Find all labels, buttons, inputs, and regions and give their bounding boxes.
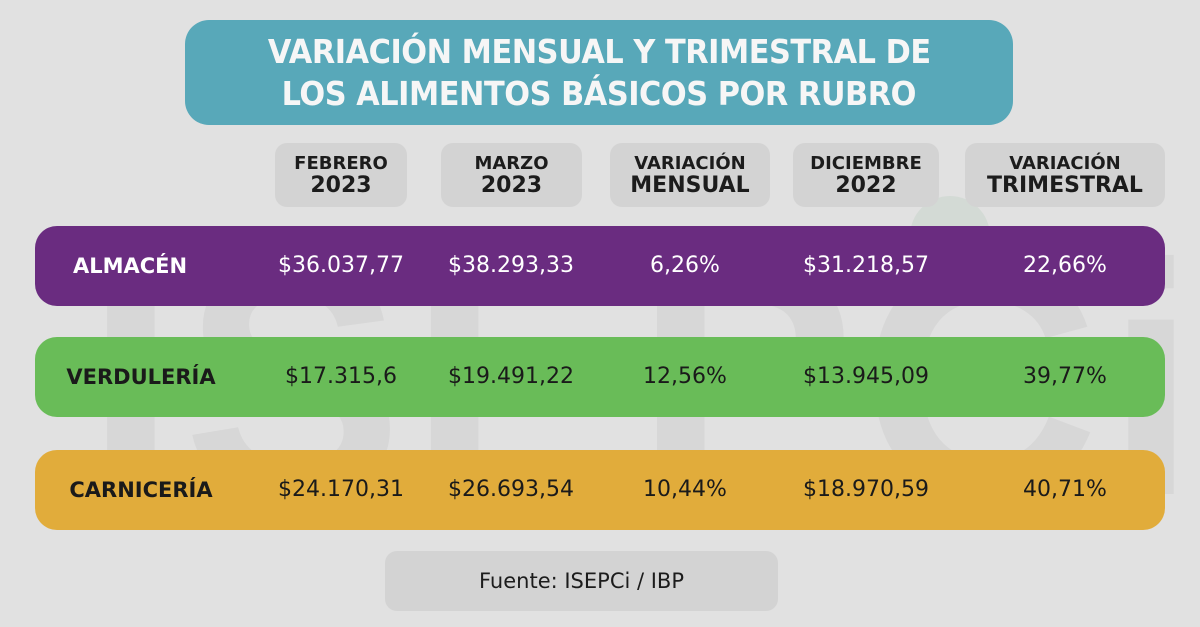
source-footnote: Fuente: ISEPCi / IBP <box>385 551 778 611</box>
column-header-line1: VARIACIÓN <box>634 152 746 174</box>
cell-variacion-trimestral: 40,71% <box>1023 477 1107 502</box>
column-header-febrero-2023: FEBRERO 2023 <box>275 143 407 207</box>
column-header-variacion-mensual: VARIACIÓN MENSUAL <box>610 143 770 207</box>
title-banner: VARIACIÓN MENSUAL Y TRIMESTRAL DE LOS AL… <box>185 20 1013 125</box>
row-label: VERDULERÍA <box>66 365 216 389</box>
column-header-marzo-2023: MARZO 2023 <box>441 143 582 207</box>
cell-marzo-2023: $38.293,33 <box>448 253 574 278</box>
cell-febrero-2023: $17.315,6 <box>285 364 397 389</box>
cell-febrero-2023: $36.037,77 <box>278 253 404 278</box>
column-header-variacion-trimestral: VARIACIÓN TRIMESTRAL <box>965 143 1165 207</box>
column-header-line2: MENSUAL <box>630 172 750 198</box>
column-header-line1: FEBRERO <box>294 152 388 174</box>
cell-diciembre-2022: $31.218,57 <box>803 253 929 278</box>
column-header-line2: 2023 <box>310 172 372 198</box>
cell-febrero-2023: $24.170,31 <box>278 477 404 502</box>
cell-variacion-mensual: 6,26% <box>650 253 720 278</box>
column-header-line1: MARZO <box>474 152 549 174</box>
column-header-line2: 2023 <box>480 172 543 198</box>
column-header-diciembre-2022: DICIEMBRE 2022 <box>793 143 939 207</box>
column-header-line2: TRIMESTRAL <box>987 172 1143 198</box>
column-header-line2: 2022 <box>835 172 897 198</box>
column-header-line1: VARIACIÓN <box>1009 152 1121 174</box>
row-label: ALMACÉN <box>72 254 188 278</box>
table-row-verduleria: VERDULERÍA $17.315,6 $19.491,22 12,56% $… <box>35 337 1165 417</box>
column-header-line1: DICIEMBRE <box>810 152 922 174</box>
table-row-carniceria: CARNICERÍA $24.170,31 $26.693,54 10,44% … <box>35 450 1165 530</box>
source-text: Fuente: ISEPCi / IBP <box>478 569 685 593</box>
cell-variacion-mensual: 10,44% <box>643 477 727 502</box>
cell-marzo-2023: $19.491,22 <box>448 364 574 389</box>
cell-variacion-mensual: 12,56% <box>643 364 727 389</box>
title-line-1: VARIACIÓN MENSUAL Y TRIMESTRAL DE <box>267 31 931 71</box>
title-line-2: LOS ALIMENTOS BÁSICOS POR RUBRO <box>281 73 917 113</box>
cell-variacion-trimestral: 39,77% <box>1023 364 1107 389</box>
cell-diciembre-2022: $18.970,59 <box>803 477 929 502</box>
cell-marzo-2023: $26.693,54 <box>448 477 574 502</box>
row-label: CARNICERÍA <box>69 478 213 502</box>
table-row-almacen: ALMACÉN $36.037,77 $38.293,33 6,26% $31.… <box>35 226 1165 306</box>
cell-diciembre-2022: $13.945,09 <box>803 364 929 389</box>
cell-variacion-trimestral: 22,66% <box>1023 253 1107 278</box>
